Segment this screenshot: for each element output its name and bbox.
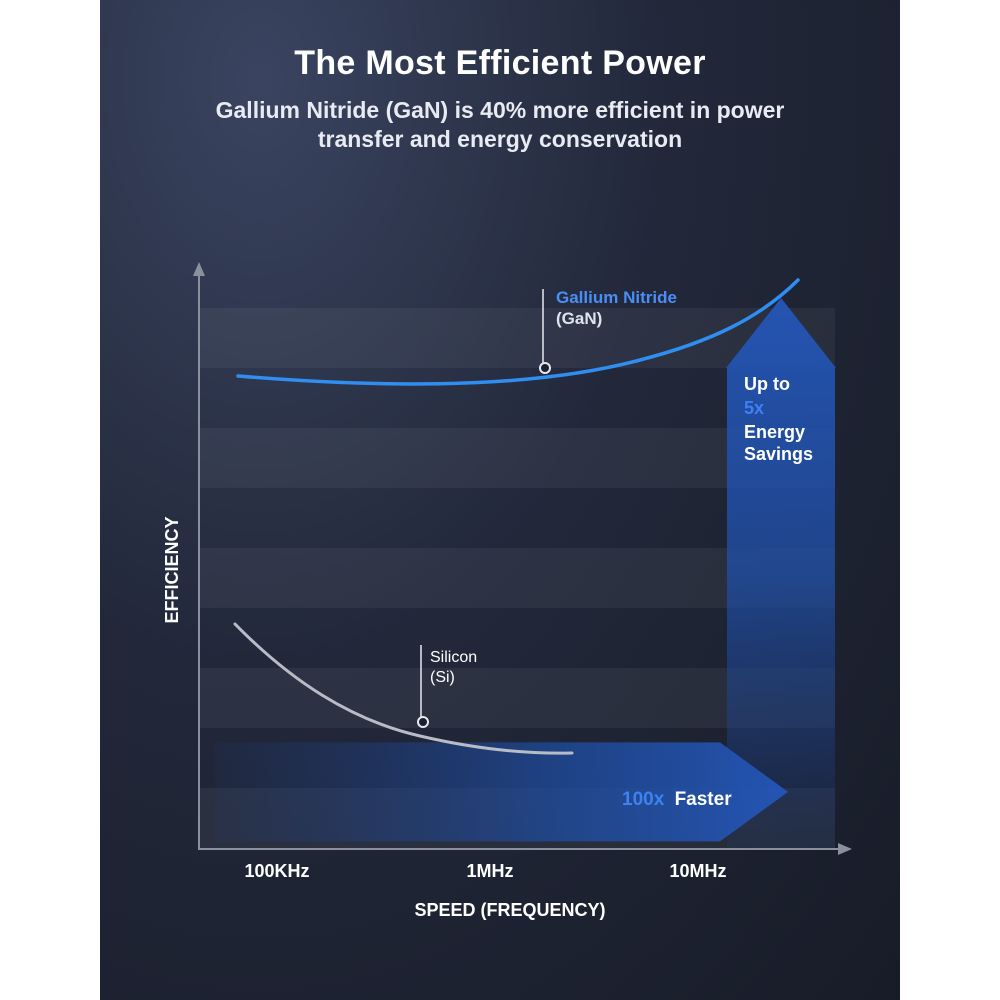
energy-savings-arrow xyxy=(726,298,836,848)
axes xyxy=(193,262,852,855)
page-subtitle: Gallium Nitride (GaN) is 40% more effici… xyxy=(160,96,840,154)
gan-curve xyxy=(236,278,800,386)
x-axis-label: SPEED (FREQUENCY) xyxy=(414,900,605,920)
silicon-label-line-2: (Si) xyxy=(430,669,455,686)
y-axis-label: EFFICIENCY xyxy=(162,516,182,623)
faster-text: 100x Faster xyxy=(622,789,732,810)
x-axis-arrowhead xyxy=(838,843,852,855)
x-tick-label: 1MHz xyxy=(466,861,513,881)
x-tick-label: 10MHz xyxy=(669,861,726,881)
subtitle-line-2: transfer and energy conservation xyxy=(317,126,683,152)
gan-label-line-2: (GaN) xyxy=(556,309,602,328)
grid-band xyxy=(200,308,835,368)
faster-text-highlight: 100x xyxy=(622,789,665,810)
subtitle-line-1: Gallium Nitride (GaN) is 40% more effici… xyxy=(215,97,785,123)
savings-text-line-3: Energy xyxy=(744,422,805,442)
page-title: The Most Efficient Power xyxy=(294,44,706,82)
y-axis-arrowhead xyxy=(193,262,205,276)
gan-marker xyxy=(539,362,551,374)
silicon-curve xyxy=(233,622,574,755)
savings-text-highlight: 5x xyxy=(744,398,764,418)
faster-text-label: Faster xyxy=(675,789,733,810)
faster-arrow xyxy=(215,742,788,842)
gan-label-line-1: Gallium Nitride xyxy=(556,288,677,307)
savings-text-line-1: Up to xyxy=(744,374,790,394)
x-tick-label: 100KHz xyxy=(244,861,309,881)
silicon-label-line-1: Silicon xyxy=(430,649,477,666)
savings-text-line-4: Savings xyxy=(744,444,813,464)
silicon-marker xyxy=(417,716,429,728)
